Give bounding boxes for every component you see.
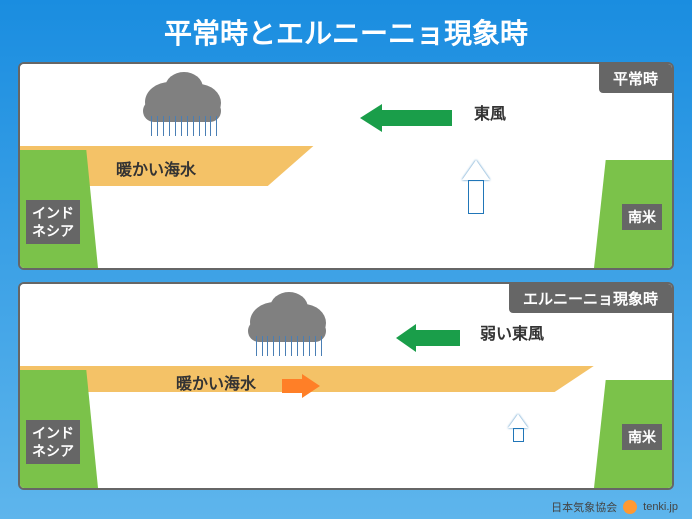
panel-elnino-label: エルニーニョ現象時 [509,284,672,313]
rain-cloud-icon [137,78,227,120]
east-wind-arrow [360,104,452,132]
label-southamerica: 南米 [622,424,662,450]
panel-normal-label: 平常時 [599,64,672,93]
label-southamerica: 南米 [622,204,662,230]
pacific-label: 太平洋 [240,450,288,474]
cold-water-label: 冷たい海水 [390,230,470,254]
weak-east-wind-arrow [396,324,460,352]
ocean-elnino [20,366,672,488]
pacific-label: 太平洋 [260,230,308,254]
upwelling-arrow-small [508,414,528,442]
panel-elnino: エルニーニョ現象時 インド ネシア 南米 弱い東風 暖かい海水 太平洋 [18,282,674,490]
sky [20,64,672,146]
panel-normal: 平常時 インド ネシア 南米 東風 暖かい海水 太平洋 冷たい海水 [18,62,674,270]
warm-water-label: 暖かい海水 [176,370,256,394]
label-indonesia: インド ネシア [26,200,80,244]
diagram-container: 平常時とエルニーニョ現象時 平常時 インド ネシア 南米 東風 暖かい海水 太平… [0,0,692,519]
main-title: 平常時とエルニーニョ現象時 [12,12,680,52]
weak-east-wind-label: 弱い東風 [480,320,544,344]
footer-org: 日本気象協会 [551,499,617,515]
footer-attribution: 日本気象協会 tenki.jp [551,499,678,515]
upwelling-arrow [462,160,490,214]
tenki-logo-icon [623,500,637,514]
east-wind-label: 東風 [474,100,506,124]
warm-water-arrow [282,374,320,398]
label-indonesia: インド ネシア [26,420,80,464]
footer-site: tenki.jp [643,501,678,513]
cold-water-label: 冷たい海水 [400,437,475,458]
warm-water-label: 暖かい海水 [116,156,196,180]
rain-cloud-icon [242,298,332,340]
warm-layer-1 [20,366,672,392]
